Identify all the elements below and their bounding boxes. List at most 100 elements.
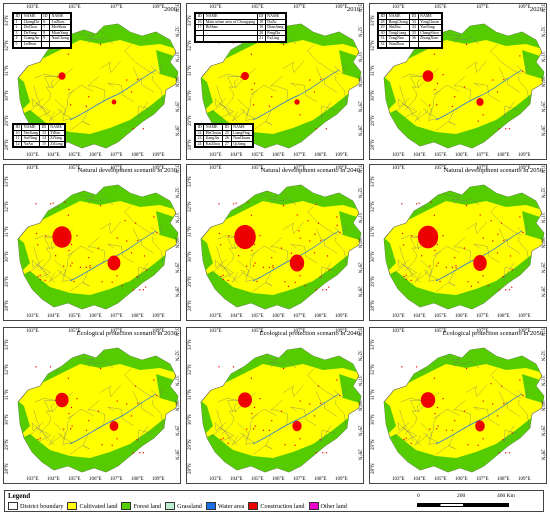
tick-top: 103°E (209, 5, 222, 10)
tick-right: 31°N (540, 212, 545, 223)
construction-land (35, 366, 158, 454)
tick-bottom: 109°E (152, 314, 165, 319)
legend-label: Forest land (133, 502, 162, 510)
tick-right: 30°N (174, 76, 179, 87)
tick-left: 30°N (5, 90, 10, 101)
map-panel-7: Ecological protection scenario in 2030 10… (3, 327, 181, 484)
panel-title: Natural development scenario in 2050 (443, 167, 543, 174)
tick-bottom: 109°E (518, 314, 531, 319)
tick-top: 105°E (68, 5, 81, 10)
id-table-p2-top: ID NAME ID NAME 28 RongChang 33 YongChuan 29 ShiZ… (377, 12, 443, 49)
panel-title: Natural development scenario in 2040 (260, 167, 360, 174)
id-table-cell: ID (256, 13, 266, 20)
tick-right: 29°N (540, 101, 545, 112)
tick-bottom: 108°E (497, 153, 510, 158)
legend-label: Grassland (177, 502, 202, 510)
tick-right: 30°N (357, 400, 362, 411)
tick-bottom: 109°E (152, 153, 165, 158)
tick-left: 33°N (5, 15, 10, 26)
tick-right: 32°N (540, 350, 545, 361)
id-table-cell (49, 41, 72, 48)
construction-land (218, 42, 327, 130)
tick-right: 30°N (174, 400, 179, 411)
tick-top: 103°E (26, 329, 39, 334)
tick-top: 109°E (335, 5, 348, 10)
tick-bottom: 104°E (47, 314, 60, 319)
id-table-cell: 29 (377, 24, 388, 31)
tick-bottom: 108°E (314, 477, 327, 482)
id-table-p0-bottom: ID NAME ID NAME 10 NeiJiang 13 YiBin 11 SuiNing 14… (12, 123, 67, 149)
tick-left: 29°N (5, 115, 10, 126)
tick-bottom: 108°E (314, 153, 327, 158)
tick-right: 29°N (540, 425, 545, 436)
tick-left: 28°N (5, 463, 10, 474)
legend-swatch (8, 502, 18, 510)
tick-left: 28°N (371, 463, 376, 474)
tick-right: 32°N (174, 187, 179, 198)
tick-left: 33°N (371, 339, 376, 350)
id-table-cell: ZhongXian (417, 35, 442, 42)
tick-right: 30°N (540, 237, 545, 248)
legend-item: Construction land (248, 502, 305, 510)
id-table-cell: NanChong (49, 35, 72, 42)
id-table-cell (194, 35, 205, 42)
legend-item: Forest land (121, 502, 161, 510)
panel-title: Natural development scenario in 2030 (77, 167, 177, 174)
tick-left: 32°N (371, 40, 376, 51)
tick-bottom: 103°E (26, 314, 39, 319)
tick-right: 32°N (357, 350, 362, 361)
panel-title: 2020 (530, 6, 543, 13)
tick-bottom: 104°E (47, 477, 60, 482)
tick-bottom: 106°E (455, 314, 468, 319)
tick-left: 33°N (188, 15, 193, 26)
id-table-cell: FuLing (264, 35, 287, 42)
map-panel-4: Natural development scenario in 2030 103°… (3, 164, 181, 321)
legend-label: Water area (217, 502, 245, 510)
tick-left: 31°N (371, 389, 376, 400)
tick-left: 32°N (5, 40, 10, 51)
tick-left: 32°N (5, 364, 10, 375)
id-table-cell: DaZu (264, 18, 287, 26)
tick-right: 33°N (357, 164, 362, 173)
tick-bottom: 105°E (68, 153, 81, 158)
tick-left: 30°N (371, 251, 376, 262)
tick-left: 31°N (5, 389, 10, 400)
id-table-cell: 17 (194, 24, 205, 31)
legend-item: Cultivated land (67, 502, 117, 510)
tick-bottom: 109°E (335, 314, 348, 319)
tick-bottom: 107°E (293, 314, 306, 319)
tick-right: 31°N (357, 375, 362, 386)
tick-right: 31°N (540, 375, 545, 386)
id-table-cell: KaiZhou (203, 140, 224, 148)
tick-top: 107°E (476, 5, 489, 10)
tick-left: 32°N (188, 364, 193, 375)
tick-right: 33°N (357, 3, 362, 12)
scale-bar: 0 200 400 Km (417, 493, 517, 510)
tick-right: 29°N (357, 101, 362, 112)
id-table-cell: YaAn (21, 140, 41, 148)
tick-right: 32°N (174, 350, 179, 361)
tick-left: 30°N (188, 90, 193, 101)
water-area (435, 69, 523, 121)
tick-bottom: 104°E (230, 314, 243, 319)
tick-bottom: 104°E (413, 314, 426, 319)
tick-left: 31°N (371, 65, 376, 76)
tick-left: 29°N (188, 276, 193, 287)
panel-title: 2010 (347, 6, 360, 13)
id-table-cell: MeiShan (49, 24, 72, 31)
tick-bottom: 107°E (293, 477, 306, 482)
id-table-cell: QiJiang (230, 140, 253, 148)
tick-top: 109°E (518, 329, 531, 334)
tick-top: 105°E (68, 329, 81, 334)
legend-label: District boundary (20, 502, 64, 510)
tick-left: 32°N (188, 40, 193, 51)
tick-top: 107°E (293, 329, 306, 334)
id-table-cell: 12 (12, 140, 23, 148)
panel-title: Ecological protection scenario in 2050 (442, 330, 543, 337)
map-panel-9: Ecological protection scenario in 2050 10… (369, 327, 547, 484)
tick-bottom: 107°E (110, 477, 123, 482)
tick-top: 109°E (335, 329, 348, 334)
water-area (69, 393, 157, 445)
tick-top: 103°E (209, 329, 222, 334)
land-use-map (200, 347, 362, 473)
